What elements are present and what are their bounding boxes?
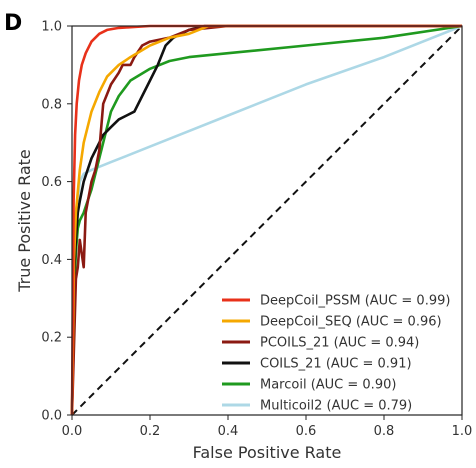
y-tick-label: 0.0 [41, 409, 62, 424]
x-tick-label: 0.2 [140, 424, 161, 439]
y-tick-label: 0.2 [41, 331, 62, 346]
y-tick-label: 0.6 [41, 175, 62, 190]
diagonal-reference-line [71, 25, 463, 416]
plot-frame [71, 25, 463, 416]
y-tick-label: 1.0 [41, 20, 62, 35]
panel-letter: D [4, 11, 22, 36]
legend-label-1: DeepCoil_PSSM (AUC = 0.99) [260, 294, 450, 309]
axes: 0.0 0.2 0.4 0.6 0.8 1.0 0.0 0.2 0.4 0.6 0.8 1.0 [41, 20, 472, 440]
series-line-2 [70, 24, 462, 416]
legend-label-6: Multicoil2 (AUC = 0.79) [260, 399, 412, 414]
x-tick-label: 0.0 [62, 424, 83, 439]
x-tick-label: 0.8 [374, 424, 395, 439]
legend-label-5: Marcoil (AUC = 0.90) [260, 378, 396, 393]
y-axis-label: True Positive Rate [15, 149, 34, 293]
series-line-5 [70, 24, 463, 416]
y-tick-label: 0.8 [41, 97, 62, 112]
legend-label-2: DeepCoil_SEQ (AUC = 0.96) [260, 315, 442, 330]
legend: DeepCoil_PSSM (AUC = 0.99) DeepCoil_SEQ (… [222, 294, 450, 414]
x-tick-label: 0.6 [296, 424, 317, 439]
legend-label-4: COILS_21 (AUC = 0.91) [260, 357, 412, 372]
x-tick-label: 1.0 [452, 424, 473, 439]
legend-label-3: PCOILS_21 (AUC = 0.94) [260, 336, 419, 351]
x-tick-label: 0.4 [218, 424, 239, 439]
y-tick-label: 0.4 [41, 253, 62, 268]
x-axis-label: False Positive Rate [193, 443, 342, 462]
